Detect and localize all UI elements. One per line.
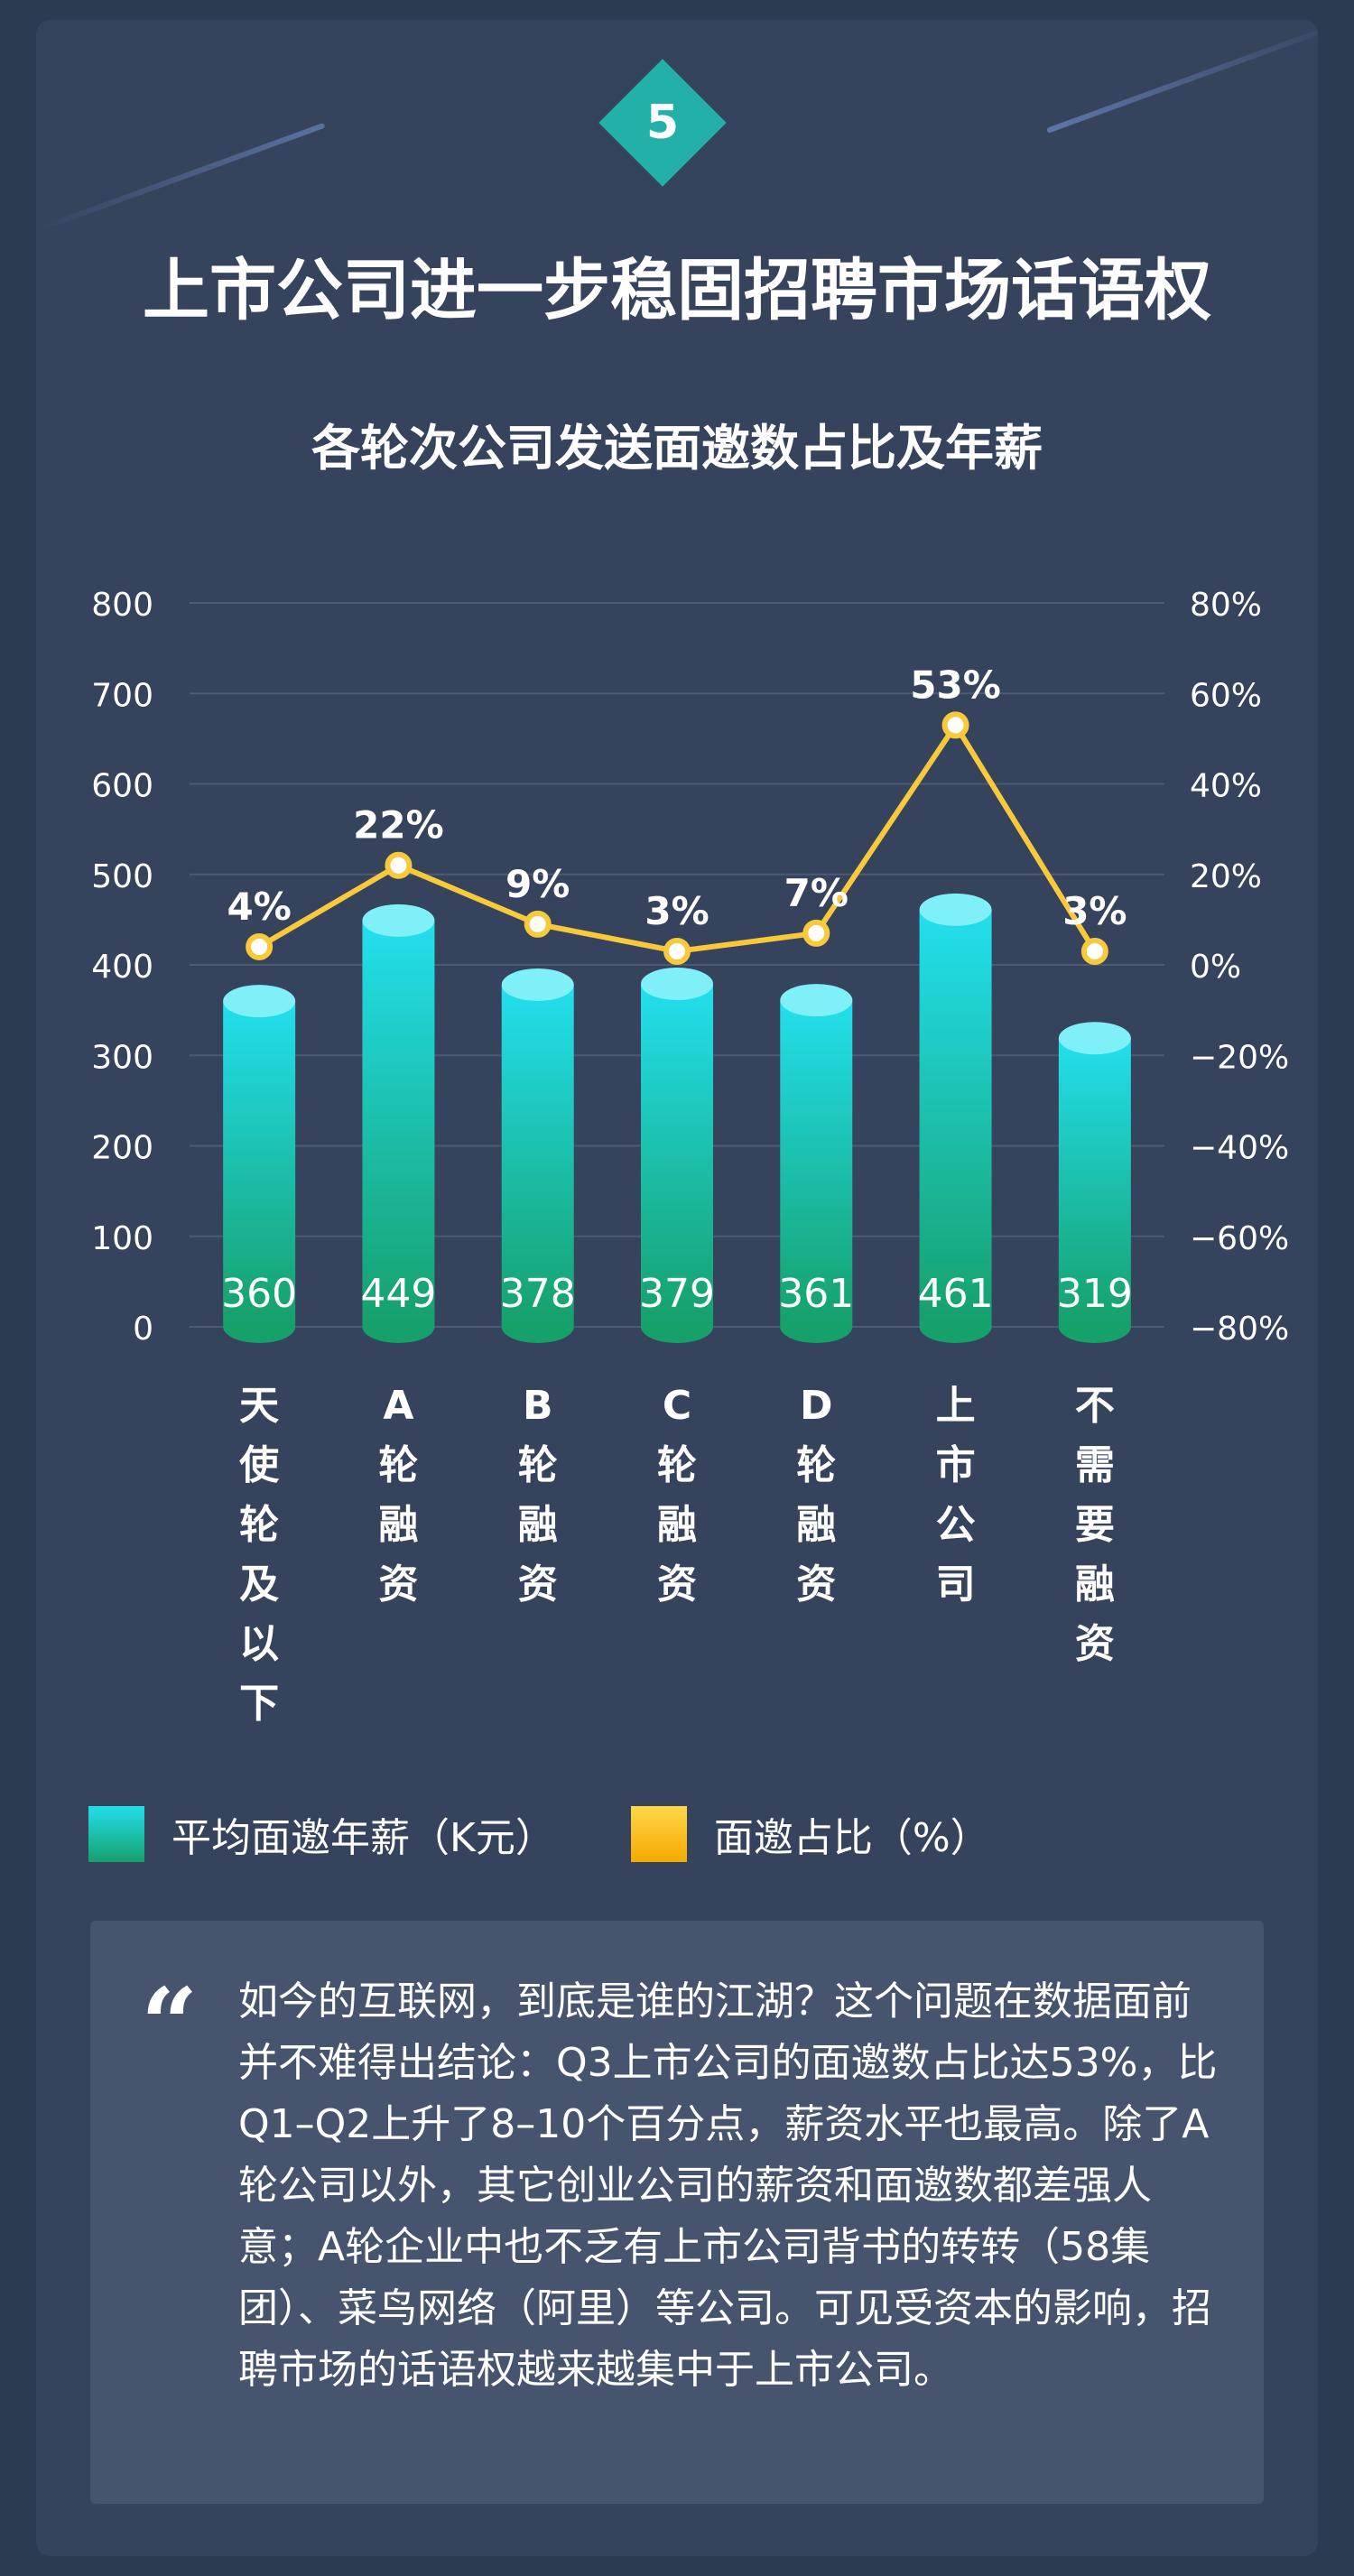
share-value-label: 53%: [910, 663, 1001, 707]
share-point: [1080, 937, 1108, 965]
category-label: D 轮融资: [796, 1383, 836, 1608]
left-tick-label: 400: [91, 949, 153, 986]
quote-text: 如今的互联网，到底是谁的江湖？这个问题在数据面前并不难得出结论：Q3上市公司的面…: [238, 1978, 1218, 2393]
bar-body: [641, 984, 713, 1327]
left-tick-label: 100: [91, 1220, 153, 1257]
chart-title: 各轮次公司发送面邀数占比及年薪: [311, 420, 1043, 477]
bar-body: [1058, 1038, 1131, 1327]
right-tick-label: 20%: [1190, 858, 1262, 895]
bar: 379: [639, 968, 715, 1343]
share-line: 4% 22% 9% 3% 7% 53% 3%: [227, 663, 1127, 965]
bar-body: [780, 1000, 853, 1327]
category-label: B 轮融资: [518, 1383, 558, 1608]
bar-value-label: 378: [500, 1271, 576, 1317]
bar: 319: [1057, 1022, 1133, 1343]
right-tick-label: 40%: [1190, 768, 1262, 805]
category-labels: 天使轮及以下 A 轮融资 B 轮融资 C 轮融资 D 轮融资 上市公司 不需要融资: [239, 1383, 1115, 1727]
right-tick-label: 60%: [1190, 677, 1262, 714]
left-tick-label: 800: [91, 587, 153, 624]
right-tick-label: 80%: [1190, 587, 1262, 624]
left-tick-label: 600: [91, 768, 153, 805]
right-axis: −80% −60% −40% −20% 0% 20% 40% 60% 80%: [1190, 587, 1289, 1348]
bar-value-label: 319: [1057, 1271, 1133, 1317]
share-value-label: 9%: [505, 862, 570, 906]
bar-body: [362, 920, 435, 1327]
category-label: 不需要融资: [1075, 1383, 1115, 1667]
right-tick-label: −60%: [1190, 1220, 1289, 1257]
share-point: [941, 711, 969, 739]
combo-chart: 0 100 200 300 400 500 600 700 800 −80% −60% −40% −2…: [91, 587, 1289, 1727]
bar: 449: [360, 903, 436, 1343]
share-point: [246, 932, 274, 960]
right-tick-label: −40%: [1190, 1130, 1289, 1167]
bar-top: [223, 985, 296, 1018]
right-tick-label: 0%: [1190, 949, 1241, 986]
category-label: 天使轮及以下: [239, 1383, 280, 1727]
bar: 360: [221, 985, 297, 1343]
left-axis: 0 100 200 300 400 500 600 700 800: [91, 587, 153, 1348]
share-point: [802, 919, 830, 947]
chart-legend: 平均面邀年薪（K元） 面邀占比（%）: [88, 1805, 1066, 1863]
legend-item-salary: 平均面邀年薪（K元）: [88, 1805, 555, 1863]
right-tick-label: −80%: [1190, 1311, 1289, 1348]
bar: 378: [500, 968, 576, 1343]
left-tick-label: 500: [91, 858, 153, 895]
legend-item-share: 面邀占比（%）: [630, 1805, 990, 1863]
page-title: 上市公司进一步稳固招聘市场话语权: [143, 252, 1211, 329]
quote-icon: “: [141, 1966, 199, 2082]
bar-value-label: 361: [778, 1271, 854, 1317]
legend-label-salary: 平均面邀年薪（K元）: [172, 1815, 555, 1861]
right-tick-label: −20%: [1190, 1039, 1289, 1076]
share-point: [663, 937, 691, 965]
left-tick-label: 300: [91, 1039, 153, 1076]
bar-top: [362, 903, 435, 937]
bar-top: [501, 968, 574, 1002]
bar-top: [919, 893, 992, 926]
left-tick-label: 200: [91, 1130, 153, 1167]
share-value-label: 3%: [1062, 889, 1127, 933]
quote-box: “ 如今的互联网，到底是谁的江湖？这个问题在数据面前并不难得出结论：Q3上市公司…: [90, 1921, 1264, 2504]
bar-value-label: 379: [639, 1271, 715, 1317]
category-label: A 轮融资: [378, 1383, 418, 1608]
bar-value-label: 461: [918, 1271, 994, 1317]
legend-swatch-salary: [88, 1806, 144, 1862]
category-label: 上市公司: [936, 1383, 976, 1608]
share-value-label: 22%: [353, 803, 444, 848]
bar-value-label: 449: [360, 1271, 436, 1317]
bar-top: [780, 984, 853, 1017]
left-tick-label: 700: [91, 677, 153, 714]
section-number: 5: [645, 96, 680, 150]
share-value-label: 7%: [784, 871, 849, 915]
share-point: [385, 851, 413, 879]
category-label: C 轮融资: [657, 1383, 697, 1608]
share-value-label: 4%: [227, 885, 291, 929]
bar-top: [641, 968, 713, 1001]
share-point: [524, 910, 552, 938]
bars: 360 449 378 379 361 461 319: [221, 893, 1133, 1343]
legend-label-share: 面邀占比（%）: [713, 1815, 990, 1861]
left-tick-label: 0: [133, 1311, 153, 1348]
bar-top: [1058, 1022, 1131, 1055]
bar-value-label: 360: [221, 1271, 297, 1317]
bar: 361: [778, 984, 854, 1343]
bar-body: [501, 985, 574, 1327]
share-value-label: 3%: [645, 889, 709, 933]
bar-body: [223, 1001, 296, 1327]
bar: 461: [918, 893, 994, 1343]
legend-swatch-share: [630, 1806, 687, 1862]
bar-body: [919, 909, 992, 1327]
